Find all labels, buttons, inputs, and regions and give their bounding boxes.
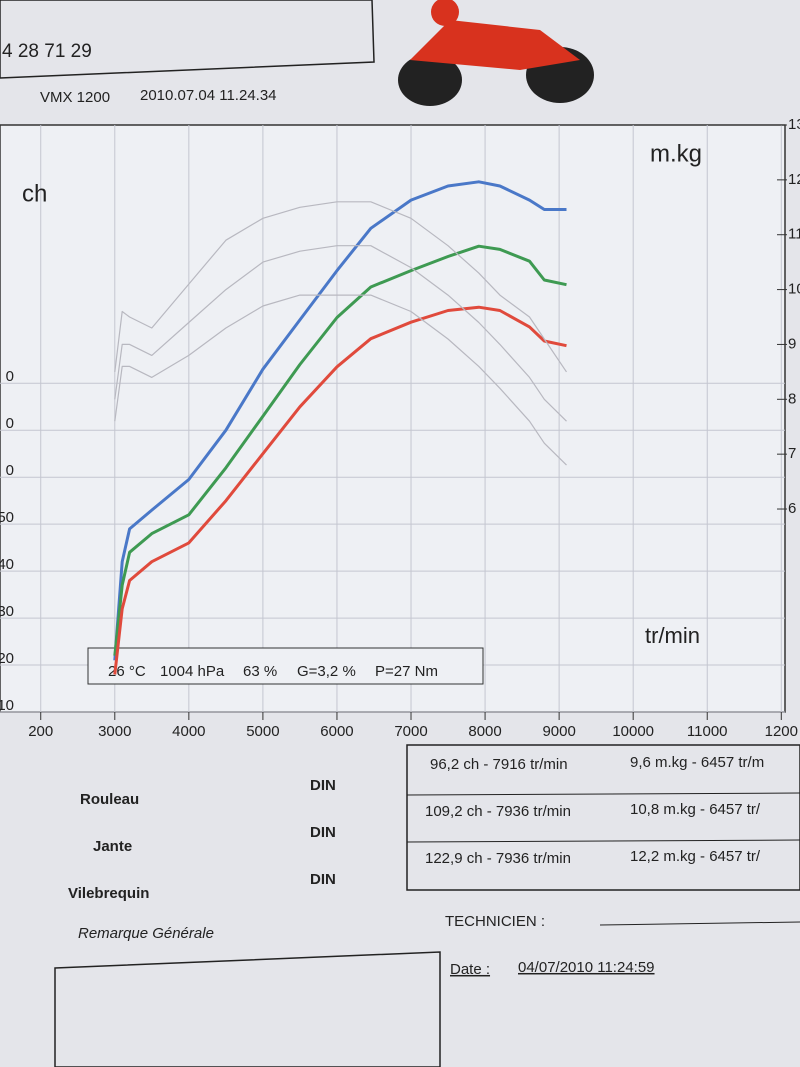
y2-tick-label: 8 (788, 390, 796, 407)
row-norm: DIN (310, 871, 336, 888)
row-torque: 10,8 m.kg - 6457 tr/ (630, 801, 761, 818)
x-tick-label: 1200 (765, 723, 798, 740)
row-torque: 12,2 m.kg - 6457 tr/ (630, 848, 761, 865)
row-power: 96,2 ch - 7916 tr/min (430, 756, 568, 773)
y2-tick-label: 9 (788, 335, 796, 352)
y-tick-label: 0 (6, 415, 14, 432)
curve (114, 245, 567, 422)
x-tick-label: 6000 (320, 723, 353, 740)
timestamp: 2010.07.04 11.24.34 (140, 87, 277, 104)
curve (113, 244, 567, 656)
conditions-box (87, 647, 484, 685)
x-tick-label: 10000 (612, 723, 654, 740)
y-tick-label: 50 (0, 509, 14, 526)
date-label: Date : (450, 961, 490, 978)
condition: 63 % (243, 663, 277, 680)
x-tick-label: 7000 (394, 723, 427, 740)
row-power: 109,2 ch - 7936 tr/min (425, 803, 571, 820)
y2-tick-label: 13 (788, 116, 800, 133)
y-axis-label: ch (22, 180, 47, 207)
results-table: Rouleau DIN 96,2 ch - 7916 tr/min 9,6 m.kg … (68, 744, 800, 902)
y-tick-label: 0 (6, 368, 14, 385)
y-tick-label: 30 (0, 603, 14, 620)
row-power: 122,9 ch - 7936 tr/min (425, 850, 571, 867)
y-tick-label: 10 (0, 697, 14, 714)
condition: P=27 Nm (375, 663, 438, 680)
y2-tick-label: 10 (788, 281, 800, 298)
curve (113, 180, 567, 661)
x-tick-label: 200 (28, 723, 53, 740)
curve (114, 294, 567, 466)
x-tick-label: 5000 (246, 723, 279, 740)
phone: 4 28 71 29 (2, 41, 92, 62)
y-tick-label: 40 (0, 556, 14, 573)
row-norm: DIN (310, 777, 336, 794)
row-torque: 9,6 m.kg - 6457 tr/m (630, 754, 764, 771)
y2-tick-label: 12 (788, 171, 800, 188)
x-axis-label: tr/min (645, 623, 700, 648)
remark-box (54, 951, 441, 1067)
x-tick-label: 11000 (687, 723, 728, 740)
x-tick-label: 9000 (542, 723, 575, 740)
y2-tick-label: 7 (788, 445, 796, 462)
remark: Remarque Générale (78, 925, 214, 942)
y2-tick-label: 11 (788, 226, 800, 243)
y-tick-label: 20 (0, 650, 14, 667)
row-label: Rouleau (80, 791, 139, 808)
signature-line (599, 921, 800, 926)
x-tick-label: 3000 (98, 723, 131, 740)
date: 04/07/2010 11:24:59 (518, 959, 655, 976)
y2-axis-label: m.kg (650, 140, 702, 167)
y2-tick-label: 6 (788, 500, 796, 517)
conditions: 26 °C 1004 hPa 63 % G=3,2 % P=27 Nm (108, 663, 438, 680)
model: VMX 1200 (40, 89, 110, 106)
row-norm: DIN (310, 824, 336, 841)
header-box (0, 0, 375, 79)
x-tick-label: 4000 (172, 723, 205, 740)
condition: 26 °C (108, 663, 146, 680)
curve (114, 201, 567, 373)
technician: TECHNICIEN : (445, 913, 545, 930)
plot-frame (0, 124, 786, 713)
x-tick-label: 8000 (468, 723, 501, 740)
logo (398, 0, 594, 106)
condition: G=3,2 % (297, 663, 356, 680)
row-label: Jante (93, 838, 132, 855)
condition: 1004 hPa (160, 663, 225, 680)
curve (113, 305, 567, 675)
y-tick-label: 0 (6, 462, 14, 479)
row-label: Vilebrequin (68, 885, 149, 902)
